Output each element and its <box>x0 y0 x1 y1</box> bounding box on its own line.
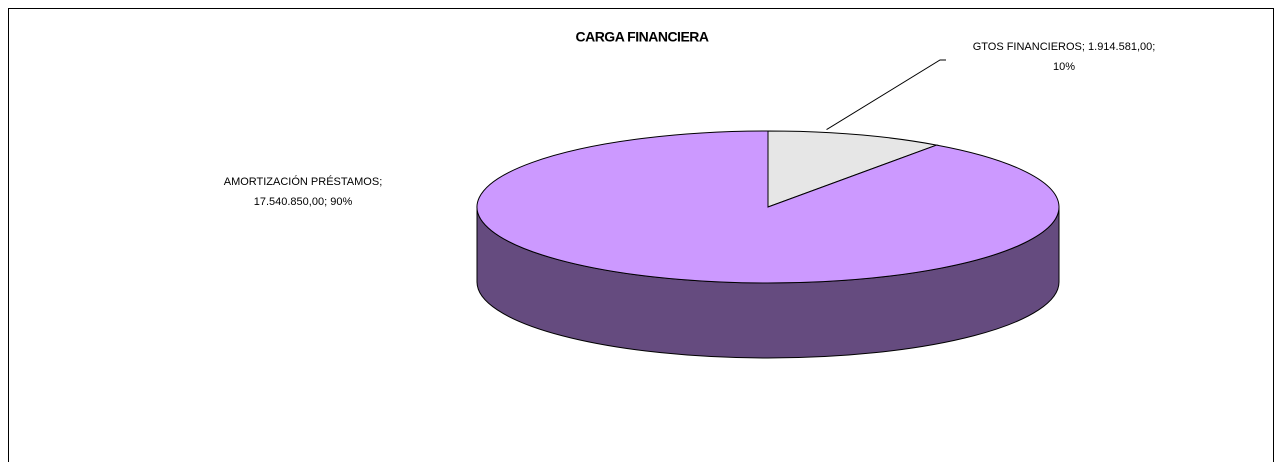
data-label-part: ; <box>324 196 330 208</box>
data-label: 10% <box>1053 61 1075 73</box>
pie-slice <box>767 130 939 208</box>
data-label-part: ; <box>1152 41 1155 53</box>
leader-line <box>826 59 946 131</box>
data-label-part: 10% <box>1053 61 1075 73</box>
data-label-part: AMORTIZACIÓN PRÉSTAMOS <box>224 175 379 188</box>
data-label: GTOS FINANCIEROS; 1.914.581,00; <box>973 41 1156 53</box>
data-label-part: GTOS FINANCIEROS <box>973 41 1082 53</box>
data-label: AMORTIZACIÓN PRÉSTAMOS; <box>224 175 383 188</box>
data-label-part: ; <box>379 176 382 188</box>
chart-title: CARGA FINANCIERA <box>575 29 708 45</box>
data-label-part: 17.540.850,00 <box>254 196 324 208</box>
data-label: 17.540.850,00; 90% <box>254 196 353 208</box>
data-label-part: 1.914.581,00 <box>1088 41 1152 53</box>
pie-slice <box>476 130 1060 284</box>
data-label-part: ; <box>1082 41 1088 53</box>
data-label-part: 90% <box>330 196 352 208</box>
